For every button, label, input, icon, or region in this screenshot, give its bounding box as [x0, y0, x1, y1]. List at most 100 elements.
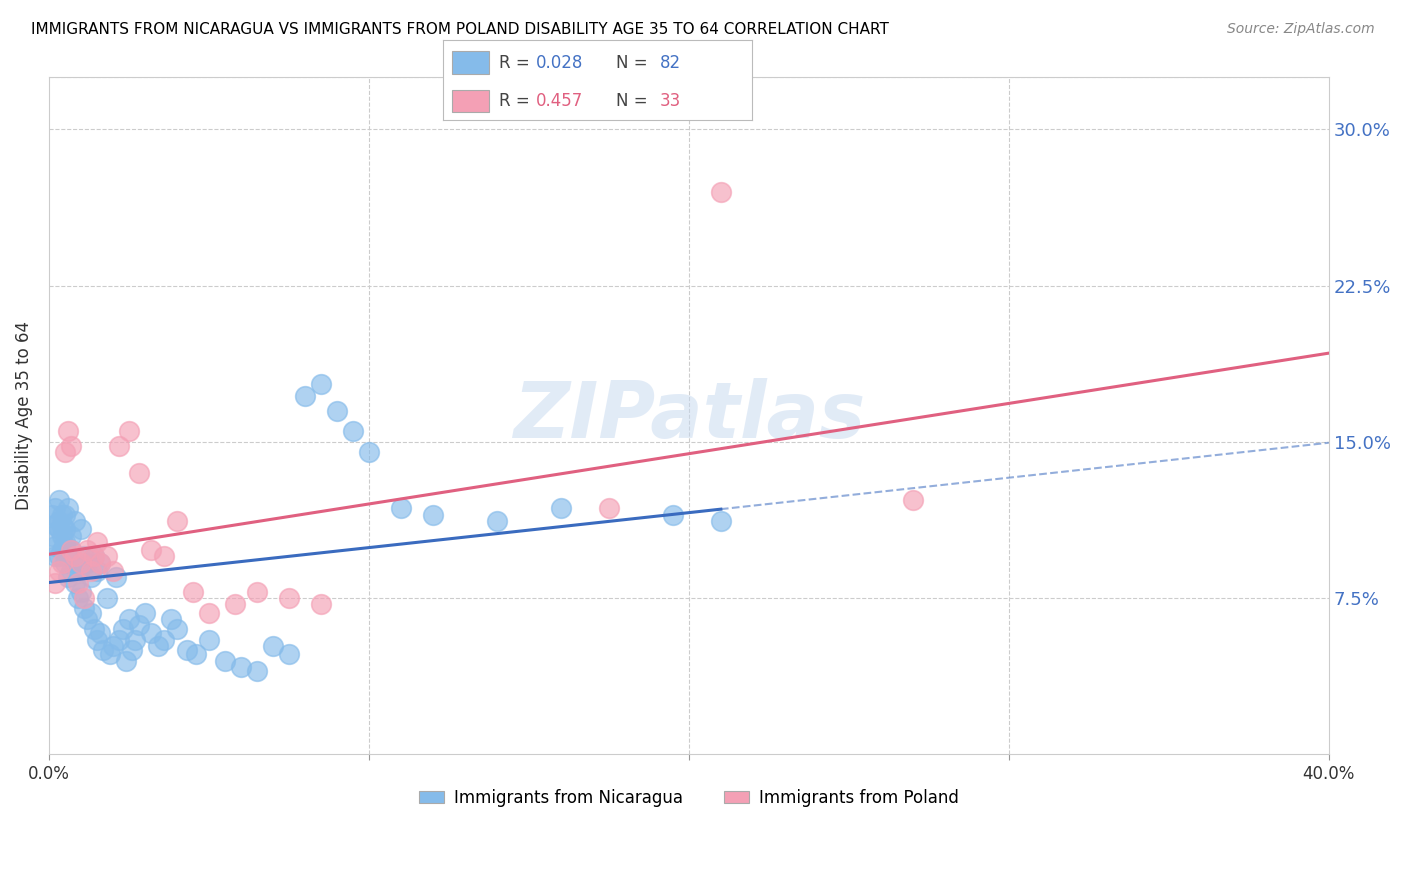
Point	[146, 639, 169, 653]
Y-axis label: Disability Age 35 to 64: Disability Age 35 to 64	[15, 321, 32, 510]
Point	[53, 445, 76, 459]
FancyBboxPatch shape	[453, 90, 489, 112]
Point	[229, 659, 252, 673]
Point	[48, 493, 70, 508]
Text: 33: 33	[659, 92, 681, 110]
Point	[53, 539, 76, 553]
Point	[53, 534, 76, 549]
Point	[63, 514, 86, 528]
Point	[66, 576, 89, 591]
Point	[48, 549, 70, 564]
Text: R =: R =	[499, 54, 534, 71]
Point	[121, 643, 143, 657]
Point	[76, 612, 98, 626]
Legend: Immigrants from Nicaragua, Immigrants from Poland: Immigrants from Nicaragua, Immigrants fr…	[412, 782, 966, 814]
Point	[63, 549, 86, 564]
Point	[96, 591, 118, 605]
Point	[181, 584, 204, 599]
Point	[710, 185, 733, 199]
Point	[53, 522, 76, 536]
Point	[153, 632, 176, 647]
Point	[60, 528, 83, 542]
Point	[44, 501, 66, 516]
Point	[70, 522, 93, 536]
Point	[389, 501, 412, 516]
Point	[86, 534, 108, 549]
Point	[153, 549, 176, 564]
Point	[66, 564, 89, 578]
Point	[111, 622, 134, 636]
Point	[198, 606, 221, 620]
Point	[357, 445, 380, 459]
Point	[51, 556, 73, 570]
Point	[278, 591, 301, 605]
Text: N =: N =	[616, 92, 652, 110]
Text: 0.457: 0.457	[536, 92, 583, 110]
Point	[73, 549, 96, 564]
Point	[214, 653, 236, 667]
Point	[262, 639, 284, 653]
Point	[89, 556, 111, 570]
Point	[48, 514, 70, 528]
Point	[53, 508, 76, 522]
Point	[224, 597, 246, 611]
Point	[141, 543, 163, 558]
Point	[66, 591, 89, 605]
Point	[114, 653, 136, 667]
Point	[73, 591, 96, 605]
Point	[56, 425, 79, 439]
Point	[83, 622, 105, 636]
Point	[60, 439, 83, 453]
Point	[118, 612, 141, 626]
Point	[44, 549, 66, 564]
Point	[93, 643, 115, 657]
Point	[89, 626, 111, 640]
Point	[79, 570, 101, 584]
Point	[485, 514, 508, 528]
Point	[118, 425, 141, 439]
Point	[79, 606, 101, 620]
Point	[44, 518, 66, 533]
Point	[550, 501, 572, 516]
Point	[51, 508, 73, 522]
Point	[70, 559, 93, 574]
Text: 0.028: 0.028	[536, 54, 583, 71]
FancyBboxPatch shape	[453, 52, 489, 74]
Point	[101, 564, 124, 578]
Point	[128, 618, 150, 632]
Point	[56, 570, 79, 584]
Point	[73, 601, 96, 615]
Point	[70, 556, 93, 570]
Point	[108, 632, 131, 647]
Point	[246, 584, 269, 599]
Point	[51, 543, 73, 558]
Point	[159, 612, 181, 626]
Point	[41, 508, 63, 522]
Point	[79, 564, 101, 578]
Point	[278, 647, 301, 661]
Point	[422, 508, 444, 522]
Point	[96, 549, 118, 564]
Point	[60, 543, 83, 558]
Point	[60, 543, 83, 558]
Point	[86, 632, 108, 647]
Point	[63, 556, 86, 570]
Point	[101, 639, 124, 653]
Point	[48, 564, 70, 578]
Point	[128, 466, 150, 480]
Point	[662, 508, 685, 522]
Point	[51, 518, 73, 533]
Point	[83, 549, 105, 564]
Point	[98, 647, 121, 661]
Point	[309, 597, 332, 611]
Point	[70, 584, 93, 599]
Point	[141, 626, 163, 640]
Text: Source: ZipAtlas.com: Source: ZipAtlas.com	[1227, 22, 1375, 37]
Point	[41, 528, 63, 542]
Point	[89, 556, 111, 570]
Point	[901, 493, 924, 508]
Point	[53, 556, 76, 570]
Point	[326, 403, 349, 417]
Point	[56, 549, 79, 564]
Point	[44, 539, 66, 553]
